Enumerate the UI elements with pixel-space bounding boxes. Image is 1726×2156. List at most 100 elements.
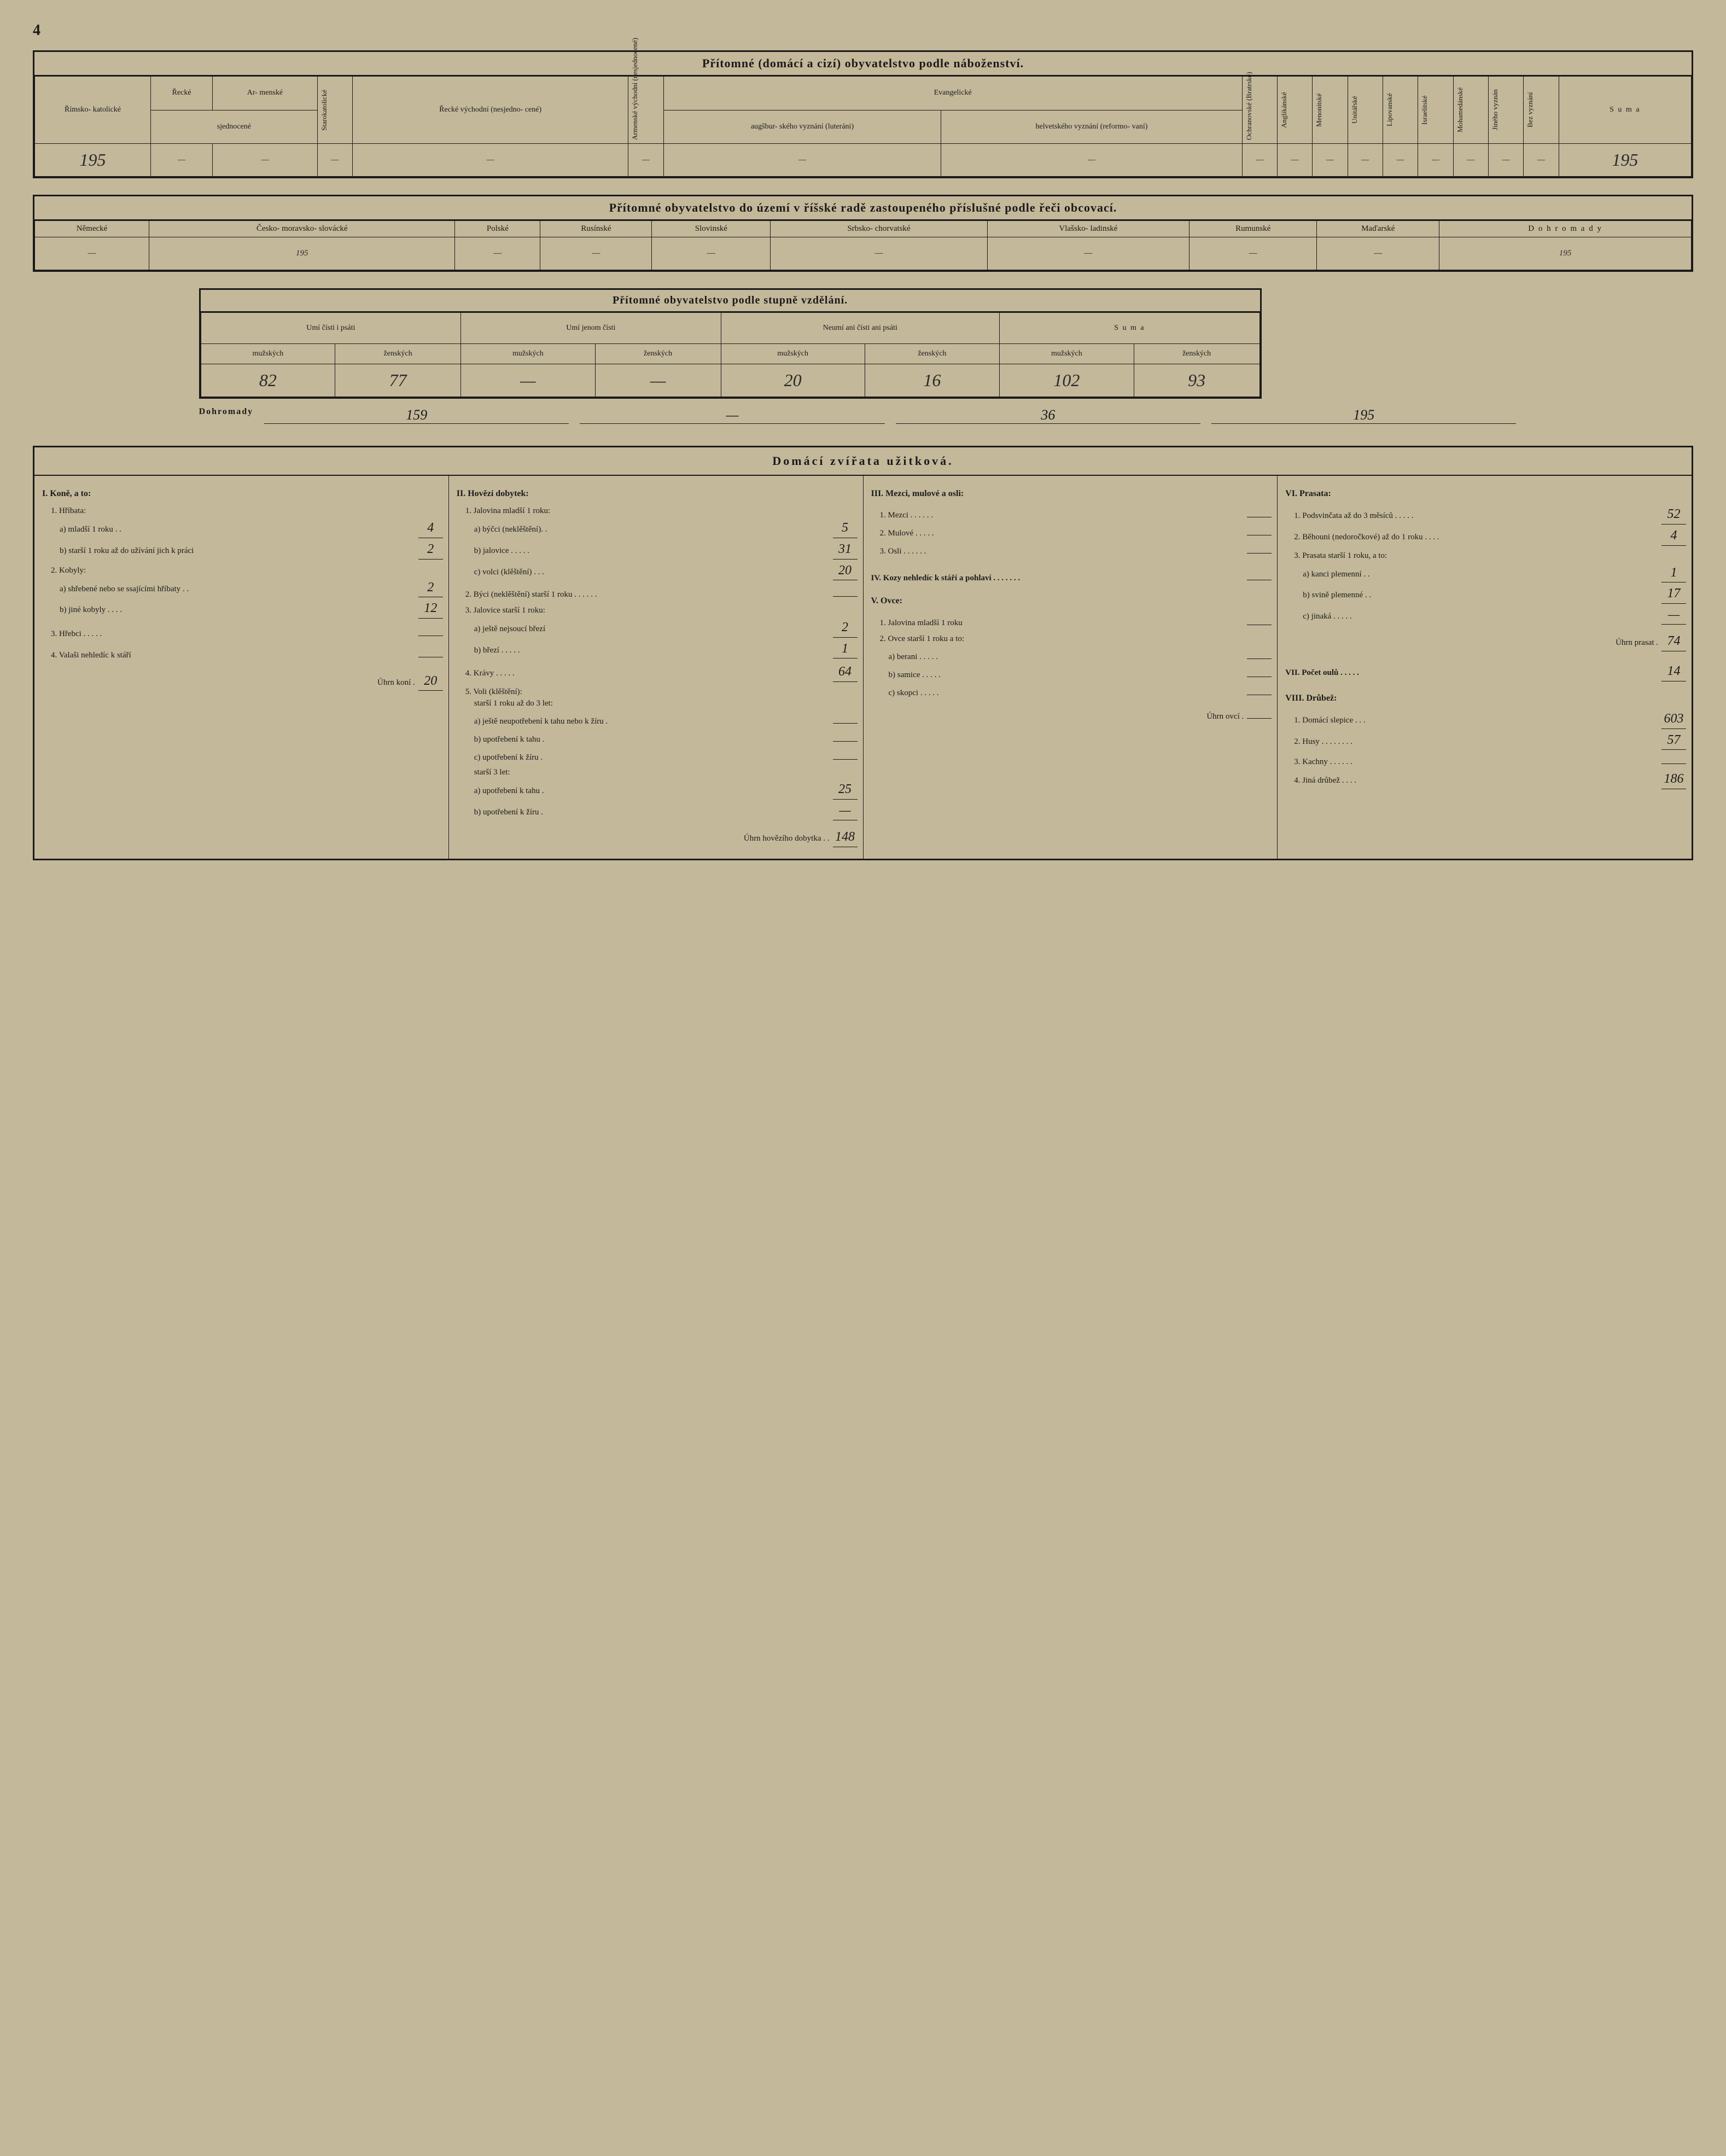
c2s3b: b) březí . . . . . — [474, 645, 830, 656]
val: — — [1383, 144, 1418, 177]
s3-v — [418, 624, 443, 636]
col-cesko: Česko- moravsko- slovácké — [149, 221, 455, 237]
c4s3: 3. Prasata starší 1 roku, a to: — [1294, 550, 1686, 562]
sub-zen: ženských — [595, 344, 721, 364]
sub-zen: ženských — [1134, 344, 1259, 364]
val-rw-m: 82 — [201, 364, 335, 397]
val-suma-z: 93 — [1134, 364, 1259, 397]
c2s5t1: starší 1 roku až do 3 let: — [474, 698, 858, 709]
col-none: Neumí ani čísti ani psáti — [721, 313, 1000, 344]
col-polske: Polské — [455, 221, 540, 237]
h-mezci: III. Mezci, mulové a osli: — [871, 488, 1272, 500]
s2b-v: 12 — [418, 599, 443, 619]
c2s5e-v: — — [833, 802, 858, 821]
language-table: Přítomné obyvatelstvo do území v říšské … — [33, 195, 1693, 272]
val: — — [213, 144, 318, 177]
col-recke: Řecké — [151, 77, 213, 110]
c2s1c: c) volci (klěštění) . . . — [474, 567, 830, 578]
s4: 4. Valaši nehledíc k stáří — [51, 650, 415, 661]
c3v2a-v — [1247, 647, 1272, 659]
c4d2-v: 57 — [1661, 731, 1686, 750]
c4d2: 2. Husy . . . . . . . . — [1294, 736, 1658, 748]
s2a-v: 2 — [418, 579, 443, 598]
col-menon: Menonitské — [1315, 80, 1323, 140]
education-totals: Dohromady 159 — 36 195 — [199, 407, 1527, 424]
c4d1: 1. Domácí slepice . . . — [1294, 715, 1658, 726]
tot-rw: 159 — [264, 407, 569, 424]
uhrn-prasat-v: 74 — [1661, 632, 1686, 651]
s2: 2. Kobyly: — [51, 565, 443, 576]
livestock-col-2: II. Hovězí dobytek: 1. Jalovina mladší 1… — [449, 476, 864, 859]
c3s3: 3. Osli . . . . . . — [880, 546, 1244, 557]
col-rusinske: Rusínské — [540, 221, 652, 237]
val: — — [1313, 144, 1348, 177]
c2s5a: a) ještě neupotřebení k tahu nebo k žíru… — [474, 716, 830, 727]
c2s1: 1. Jalovina mladší 1 roku: — [465, 505, 858, 517]
col-bez: Bez vyznání — [1526, 80, 1535, 140]
c2s3: 3. Jalovice starší 1 roku: — [465, 605, 858, 616]
col-evang: Evangelické — [663, 77, 1242, 110]
col-sjednocene: sjednocené — [151, 110, 318, 144]
col-helvet: helvetského vyznání (reformo- vaní) — [941, 110, 1242, 144]
val: — — [35, 237, 149, 270]
uhrn-koni-v: 20 — [418, 672, 443, 691]
kozy-v — [1247, 568, 1272, 580]
sub-muz: mužských — [1000, 344, 1134, 364]
val: — — [941, 144, 1242, 177]
religion-table: Přítomné (domácí a cizí) obyvatelstvo po… — [33, 50, 1693, 178]
val-suma: 195 — [1559, 144, 1691, 177]
livestock-col-1: I. Koně, a to: 1. Hříbata: a) mladší 1 r… — [34, 476, 449, 859]
religion-title: Přítomné (domácí a cizí) obyvatelstvo po… — [34, 52, 1692, 76]
col-ochran: Ochranovské (Bratrské) — [1245, 80, 1253, 140]
s1b: b) starší 1 roku až do užívání jich k pr… — [60, 545, 415, 557]
c4s2: 2. Běhouni (nedoročkové) až do 1 roku . … — [1294, 532, 1658, 543]
language-title: Přítomné obyvatelstvo do území v říšské … — [34, 196, 1692, 220]
col-jineho: Jiného vyznán — [1491, 80, 1500, 140]
val: — — [151, 144, 213, 177]
c2s1b: b) jalovice . . . . . — [474, 545, 830, 557]
c2s5a-v — [833, 712, 858, 724]
val: — — [540, 237, 652, 270]
uhrn-prasat: Úhrn prasat . — [1285, 637, 1658, 649]
h-ovce: V. Ovce: — [871, 595, 1272, 607]
s3: 3. Hřebci . . . . . — [51, 628, 415, 640]
c3s3-v — [1247, 541, 1272, 553]
val: — — [987, 237, 1189, 270]
c4d3: 3. Kachny . . . . . . — [1294, 756, 1658, 768]
val-cesko: 195 — [149, 237, 455, 270]
col-rumunske: Rumunské — [1189, 221, 1317, 237]
val: — — [652, 237, 771, 270]
c4s1: 1. Podsvinčata až do 3 měsíců . . . . . — [1294, 510, 1658, 522]
tot-suma: 195 — [1211, 407, 1516, 424]
col-starokat: Starokatolické — [320, 80, 329, 140]
col-recke-vych: Řecké východní (nesjedno- cené) — [353, 77, 628, 144]
s1: 1. Hříbata: — [51, 505, 443, 517]
h-drubez: VIII. Drůbež: — [1285, 692, 1686, 704]
c2s5c-v — [833, 748, 858, 760]
col-madarske: Maďarské — [1317, 221, 1439, 237]
c2s4-v: 64 — [833, 663, 858, 682]
sub-zen: ženských — [335, 344, 461, 364]
col-dohromady: D o h r o m a d y — [1439, 221, 1692, 237]
col-ro: Umí jenom čísti — [461, 313, 721, 344]
val: — — [628, 144, 663, 177]
val: — — [1277, 144, 1312, 177]
val: — — [455, 237, 540, 270]
col-rw: Umí čísti i psáti — [201, 313, 460, 344]
val-none-m: 20 — [721, 364, 865, 397]
col-armenske: Ar- menské — [213, 77, 318, 110]
c4s1-v: 52 — [1661, 505, 1686, 525]
val-suma-m: 102 — [1000, 364, 1134, 397]
c4s3a: a) kanci plemenní . . — [1303, 569, 1658, 580]
val-rw-z: 77 — [335, 364, 461, 397]
uhrn-koni: Úhrn koní . — [42, 677, 415, 689]
val-ro-z: — — [595, 364, 721, 397]
val: — — [1524, 144, 1559, 177]
val: — — [1242, 144, 1277, 177]
c2s5b-v — [833, 730, 858, 742]
c2s5: 5. Voli (klěštění): — [465, 686, 858, 698]
education-table: Přítomné obyvatelstvo podle stupně vzděl… — [199, 288, 1262, 399]
oulu-v: 14 — [1661, 662, 1686, 681]
livestock-title: Domácí zvířata užitková. — [34, 447, 1692, 476]
c2s5b: b) upotřebení k tahu . — [474, 734, 830, 745]
